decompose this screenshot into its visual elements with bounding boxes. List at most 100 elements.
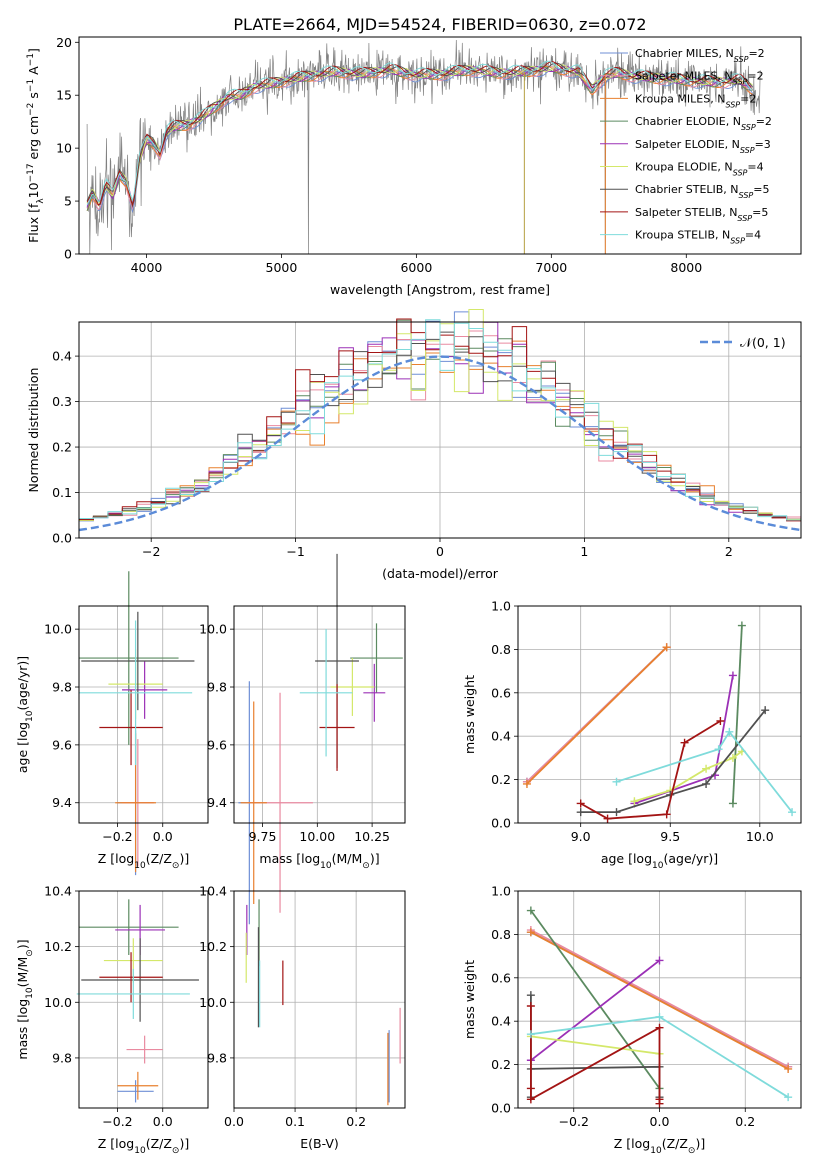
y-tick-label: 9.8 [52,680,72,695]
residuals-panel: −2 −1 0 1 2 0.0 0.1 0.2 0.3 0.4 𝒩(0, 1) (data-model… [26,309,802,581]
y-tick-label: 0.2 [491,1057,511,1072]
axes-frame [233,890,406,1109]
x-tick-label: −0.2 [102,1114,132,1129]
weight-point [737,621,746,630]
y-tick-label: 10.4 [44,884,72,899]
x-tick-label: 9.0 [571,829,591,844]
weight-line [580,720,721,820]
x-tick-label: 0.0 [153,829,173,844]
model-line [86,60,753,206]
model-line [86,61,754,207]
x-tick-label: 9.5 [660,829,680,844]
y-tick-label: 0.2 [491,772,511,787]
weight-point [526,906,535,915]
y-tick-label: 0.8 [491,927,511,942]
x-tick-label: −2 [142,544,160,559]
weight-point [655,1012,664,1021]
x-tick-label: 5000 [266,260,298,275]
y-tick-label: 1.0 [491,884,511,899]
weight-line [530,931,789,1070]
x-axis-label: age [log10(age/yr)] [601,851,718,871]
weight-line [530,1006,661,1104]
y-tick-label: 10.4 [199,884,227,899]
y-tick-label: 0.3 [52,394,72,409]
y-tick-label: 0.2 [52,440,72,455]
weight-point [612,777,621,786]
weight-point [655,1023,664,1032]
x-tick-label: 6000 [400,260,432,275]
weight-point [576,799,585,808]
weight-point [526,1002,535,1011]
axes-frame [78,605,209,824]
x-tick-label: 0 [436,544,444,559]
weight-line [530,1035,660,1055]
y-tick-label: 10.0 [44,622,72,637]
weight-line [526,646,668,785]
y-tick-label: 0.0 [491,1101,511,1116]
weight-vs-age-panel: 9.0 9.5 10.0 0.0 0.2 0.4 0.6 0.8 1.0 age [log10(a… [462,599,802,871]
weight-point [522,779,531,788]
weight-point [526,928,535,937]
x-tick-label: 4000 [131,260,163,275]
x-axis-label: Z [log10(Z/Z⊙)] [98,1136,189,1156]
weight-point [728,799,737,808]
x-tick-label: 0.2 [346,1114,366,1129]
age-vs-z-panel: −0.2 0.0 9.4 9.6 9.8 10.0 Z [log10(Z/Z⊙)] age [… [15,571,209,876]
y-tick-label: 10.2 [44,939,72,954]
y-tick-label: 0.4 [491,1014,511,1029]
y-tick-label: 9.4 [207,795,227,810]
weight-line [530,959,661,1062]
spectrum-panel: 4000 5000 6000 7000 8000 0 5 10 15 20 Chabrier MIL… [26,35,802,297]
y-tick-label: 0.0 [491,816,511,831]
y-tick-label: 1.0 [491,599,511,614]
weight-line [732,625,743,804]
x-tick-label: 9.75 [249,829,277,844]
weight-point [680,738,689,747]
weight-point [702,764,711,773]
weight-line [616,730,793,813]
x-tick-label: 10.00 [299,829,335,844]
figure-title: PLATE=2664, MJD=54524, FIBERID=0630, z=0… [233,15,646,34]
weight-point [788,808,797,817]
x-tick-label: 10.25 [354,829,390,844]
x-tick-label: 0.1 [285,1114,305,1129]
weight-point [702,779,711,788]
model-line [86,62,754,208]
weight-point [784,1093,793,1102]
y-tick-label: 0.6 [491,970,511,985]
weight-point [784,1064,793,1073]
weight-point [526,1030,535,1039]
weight-line [530,909,661,1090]
weight-point [612,808,621,817]
legend-entry: 𝒩(0, 1) [740,335,786,350]
weight-point [630,797,639,806]
y-tick-label: 0.6 [491,685,511,700]
x-tick-label: −0.2 [102,829,132,844]
y-axis-label: mass weight [462,675,477,754]
weight-point [728,753,737,762]
y-tick-label: 5 [64,194,72,209]
x-axis-label: E(B-V) [300,1136,339,1151]
x-axis-label: (data-model)/error [382,566,499,581]
legend-entry: Chabrier ELODIE, NSSP=2 [635,115,772,132]
y-tick-label: 10.0 [199,995,227,1010]
model-line [86,67,754,214]
weight-point [728,671,737,680]
x-tick-label: 0.2 [735,1114,755,1129]
normal-curve [78,355,802,532]
y-tick-label: 0.4 [491,729,511,744]
y-tick-label: 9.6 [52,737,72,752]
y-tick-label: 10.0 [199,622,227,637]
legend-entry: Kroupa STELIB, NSSP=4 [635,229,761,246]
x-tick-label: −0.2 [559,1114,589,1129]
y-tick-label: 15 [56,88,72,103]
weight-point [662,810,671,819]
x-tick-label: 1 [580,544,588,559]
y-axis-label: mass weight [462,960,477,1039]
age-vs-mass-panel: 9.75 10.00 10.25 9.4 9.6 9.8 10.0 mass [log10(M… [199,553,406,925]
y-tick-label: 0.8 [491,642,511,657]
y-tick-label: 20 [56,35,72,50]
x-tick-label: 0.0 [153,1114,173,1129]
histogram-series [79,319,801,521]
